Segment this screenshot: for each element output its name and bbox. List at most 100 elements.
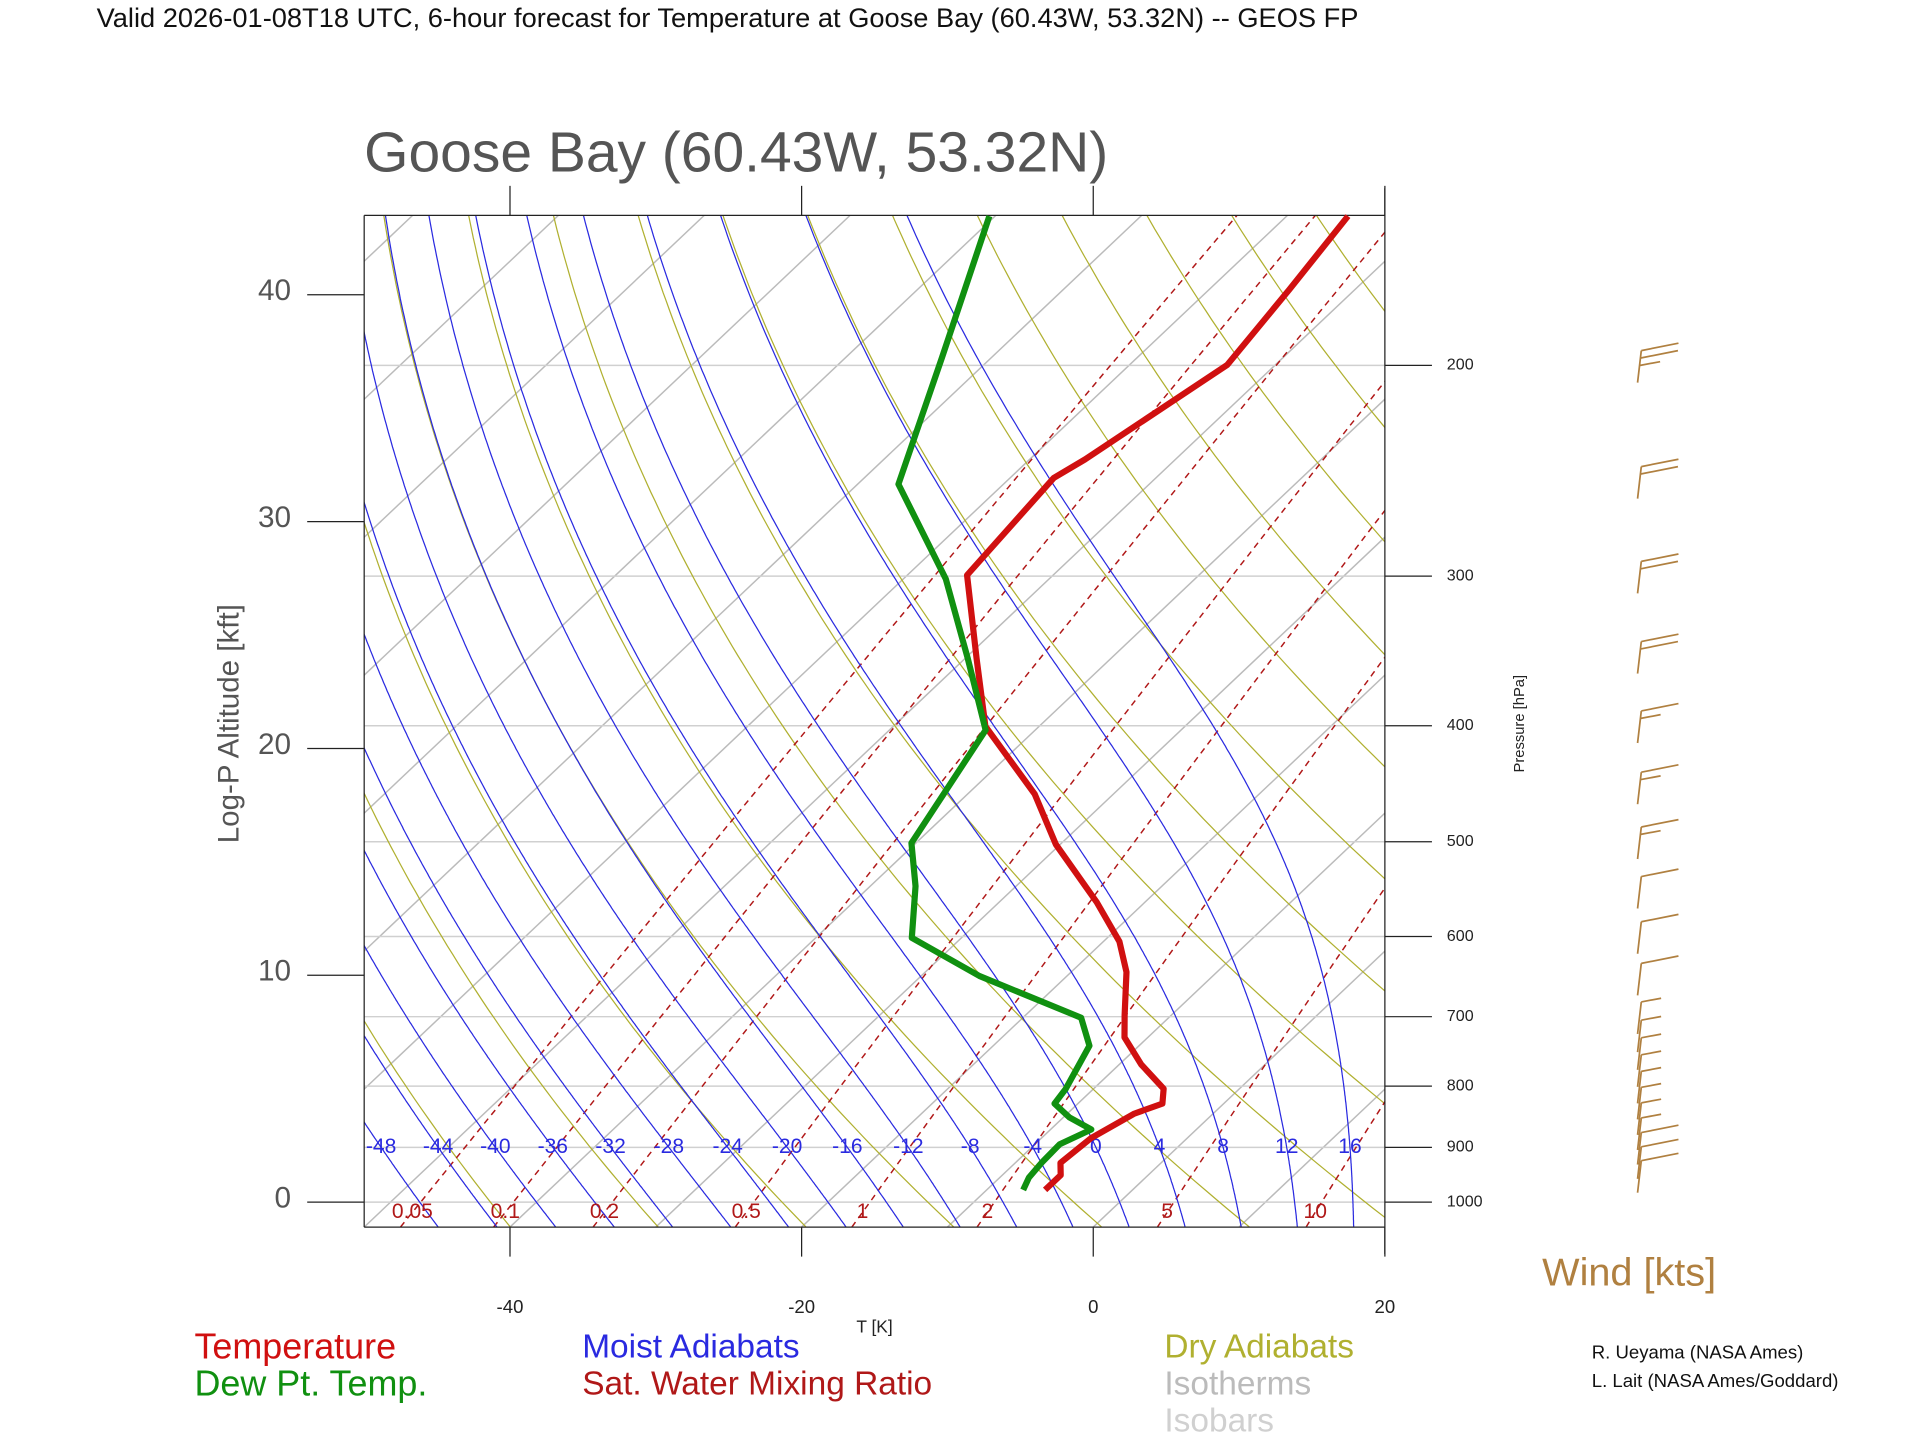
moist-adiabat <box>364 500 790 1228</box>
moist-adiabat-label: -32 <box>595 1135 625 1158</box>
dry-adiabat <box>1061 215 1385 656</box>
y2-tick-label: 500 <box>1447 832 1474 850</box>
credit: L. Lait (NASA Ames/Goddard) <box>1592 1370 1839 1391</box>
dry-adiabat <box>1483 211 1920 1227</box>
moist-adiabat-label: -20 <box>772 1135 802 1158</box>
isotherm <box>364 215 1289 1091</box>
wind-barb <box>1636 702 1679 744</box>
mixing-ratio-label: 0.1 <box>491 1200 520 1223</box>
moist-adiabat <box>646 215 1186 1228</box>
wind-legend: Wind [kts] <box>1542 1251 1716 1295</box>
dry-adiabat <box>1652 211 1920 1227</box>
isotherm <box>1238 1088 1385 1228</box>
mixing-ratio-label: 5 <box>1161 1200 1173 1223</box>
dry-adiabat <box>637 215 1385 1219</box>
dry-adiabat <box>383 215 955 1228</box>
x-tick-label: 0 <box>1088 1296 1098 1317</box>
dry-adiabat <box>1230 215 1385 429</box>
wind-barb <box>1636 1082 1662 1120</box>
wind-barb <box>1636 913 1679 954</box>
isotherm <box>364 215 1143 953</box>
x-tick-label: -20 <box>788 1296 815 1317</box>
y2-tick-label: 200 <box>1447 356 1474 374</box>
profile-line <box>963 214 1351 1193</box>
wind-barb <box>1636 553 1679 594</box>
x-tick-label: -40 <box>497 1296 524 1317</box>
y-tick-label: 30 <box>258 501 291 534</box>
dry-adiabat <box>1821 211 1920 1227</box>
dry-adiabat <box>44 211 363 1227</box>
chart-title: Goose Bay (60.43W, 53.32N) <box>364 121 1108 184</box>
dry-adiabat <box>1736 211 1920 1227</box>
dry-adiabat <box>1567 211 1920 1227</box>
mixing-ratio-line <box>399 215 1238 1228</box>
moist-adiabat-label: 0 <box>1090 1135 1102 1158</box>
wind-barb <box>1636 955 1679 996</box>
wind-barb <box>1636 868 1679 909</box>
moist-adiabat <box>428 215 961 1228</box>
isotherm <box>1092 950 1385 1228</box>
wind-barb <box>1636 458 1679 499</box>
isotherm <box>509 398 1385 1228</box>
y2-tick-label: 700 <box>1447 1007 1474 1025</box>
wind-barb <box>1636 763 1679 805</box>
moist-adiabat-label: 8 <box>1217 1135 1229 1158</box>
moist-adiabat-label: -24 <box>712 1135 743 1158</box>
dry-adiabat <box>1146 215 1385 543</box>
moist-adiabat-label: -4 <box>1023 1135 1042 1158</box>
moist-adiabat <box>364 1121 439 1228</box>
legend-isobars: Isobars <box>1164 1403 1274 1440</box>
moist-adiabat-label: 4 <box>1154 1135 1166 1158</box>
moist-adiabat <box>475 215 1018 1228</box>
moist-adiabat-label: -40 <box>480 1135 510 1158</box>
dry-adiabat <box>364 520 807 1228</box>
isotherm <box>364 215 851 677</box>
y2-tick-label: 800 <box>1447 1076 1474 1094</box>
mixing-ratio-line <box>976 656 1385 1228</box>
isotherm <box>801 674 1385 1228</box>
credit: R. Ueyama (NASA Ames) <box>1592 1342 1804 1363</box>
y-tick-label: 40 <box>258 274 291 307</box>
dry-adiabat <box>1315 215 1385 313</box>
isotherm <box>364 215 997 815</box>
legend-moist: Moist Adiabats <box>582 1329 799 1366</box>
moist-adiabat <box>719 215 1242 1228</box>
dry-adiabat <box>891 215 1385 880</box>
dry-adiabat <box>722 215 1385 1105</box>
moist-adiabat <box>364 944 557 1228</box>
legend-mixing: Sat. Water Mixing Ratio <box>582 1366 932 1403</box>
wind-barb <box>1636 818 1679 860</box>
moist-adiabat <box>364 1034 498 1228</box>
page-title: Valid 2026-01-08T18 UTC, 6-hour forecast… <box>97 2 1359 33</box>
x-tick-label: 20 <box>1375 1296 1396 1317</box>
dry-adiabat <box>807 215 1385 992</box>
moist-adiabat-label: -28 <box>654 1135 684 1158</box>
moist-adiabat-label: -8 <box>961 1135 980 1158</box>
moist-adiabat <box>582 215 1130 1228</box>
wind-barb <box>1636 1138 1679 1179</box>
moist-adiabat-label: -12 <box>893 1135 923 1158</box>
moist-adiabat <box>364 746 674 1228</box>
mixing-ratio-line <box>592 231 1385 1228</box>
mixing-ratio-line <box>1156 886 1385 1228</box>
mixing-ratio-label: 0.5 <box>732 1200 761 1223</box>
wind-barb <box>1636 1152 1679 1193</box>
y2-tick-label: 900 <box>1447 1138 1474 1156</box>
moist-adiabat <box>364 329 847 1228</box>
wind-barb <box>1636 1066 1662 1104</box>
dry-adiabat <box>552 215 1250 1228</box>
isotherm <box>0 215 121 1227</box>
wind-barb <box>1636 1113 1662 1151</box>
dry-adiabat <box>364 791 659 1228</box>
mixing-ratio-label: 1 <box>857 1200 869 1223</box>
wind-barb <box>1636 342 1679 383</box>
isotherm <box>655 536 1385 1228</box>
y2-tick-label: 600 <box>1447 927 1474 945</box>
legend-temperature: Temperature <box>194 1326 396 1366</box>
moist-adiabat-label: -48 <box>366 1135 396 1158</box>
dry-adiabat <box>1906 211 1920 1227</box>
wind-barb <box>1636 1033 1662 1070</box>
dry-adiabat <box>1398 211 1920 1227</box>
isotherm <box>364 215 559 401</box>
